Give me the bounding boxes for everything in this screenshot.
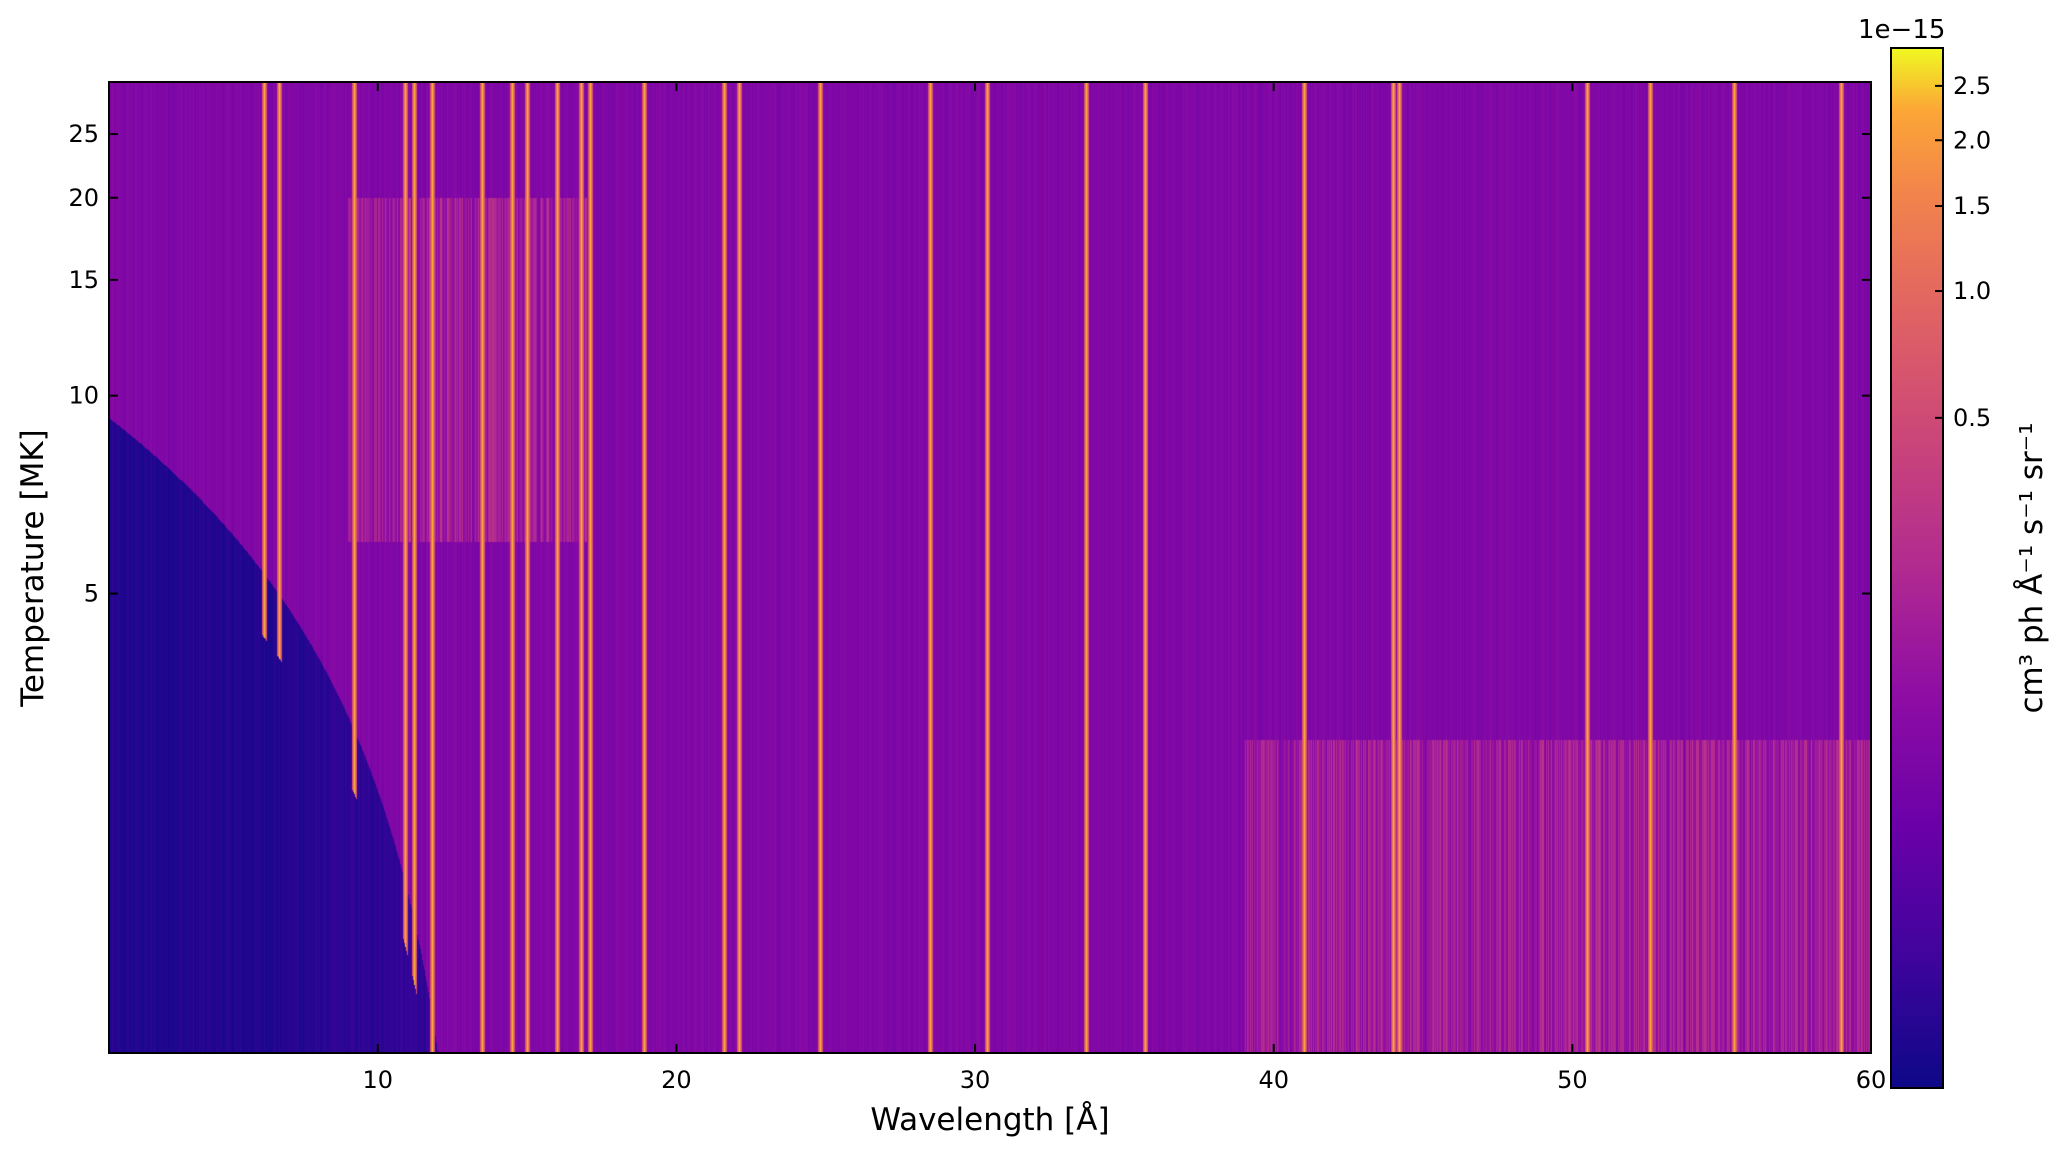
- heatmap-raster: [109, 82, 1871, 1053]
- y-tick-label: 10: [68, 382, 99, 410]
- y-axis-label: Temperature [MK]: [15, 429, 51, 708]
- colorbar-tick-label: 0.5: [1953, 404, 1991, 432]
- x-tick-label: 10: [363, 1066, 394, 1094]
- y-tick-label: 5: [84, 580, 99, 608]
- colorbar-tick-label: 1.5: [1953, 192, 1991, 220]
- x-tick-label: 30: [960, 1066, 991, 1094]
- plot-area: [109, 82, 1871, 1053]
- y-tick-label: 20: [68, 184, 99, 212]
- colorbar-tick-label: 2.5: [1953, 72, 1991, 100]
- x-axis-label: Wavelength [Å]: [870, 1102, 1109, 1138]
- y-tick-label: 15: [68, 266, 99, 294]
- x-tick-label: 60: [1856, 1066, 1887, 1094]
- y-axis: 5 10 15 20 25: [68, 120, 1871, 608]
- colorbar-offset-text: 1e−15: [1858, 15, 1945, 45]
- colorbar-label: cm³ ph Å⁻¹ s⁻¹ sr⁻¹: [2014, 422, 2050, 713]
- colorbar-tick-label: 2.0: [1953, 126, 1991, 154]
- x-tick-label: 50: [1557, 1066, 1588, 1094]
- plot-frame: [108, 81, 1872, 1054]
- x-axis: 10 20 30 40 50 60: [363, 82, 1887, 1094]
- x-tick-label: 20: [661, 1066, 692, 1094]
- x-tick-label: 40: [1258, 1066, 1289, 1094]
- colorbar-ticks: 0.5 1.0 1.5 2.0 2.5: [1935, 72, 1991, 432]
- y-tick-label: 25: [68, 120, 99, 148]
- colorbar-gradient: [1890, 47, 1944, 1089]
- colorbar: 0.5 1.0 1.5 2.0 2.5 1e−15 cm³ ph Å⁻¹ s⁻¹ sr⁻…: [1858, 15, 2050, 1089]
- colorbar-tick-label: 1.0: [1953, 277, 1991, 305]
- heatmap-raster-holder: [109, 82, 1871, 1053]
